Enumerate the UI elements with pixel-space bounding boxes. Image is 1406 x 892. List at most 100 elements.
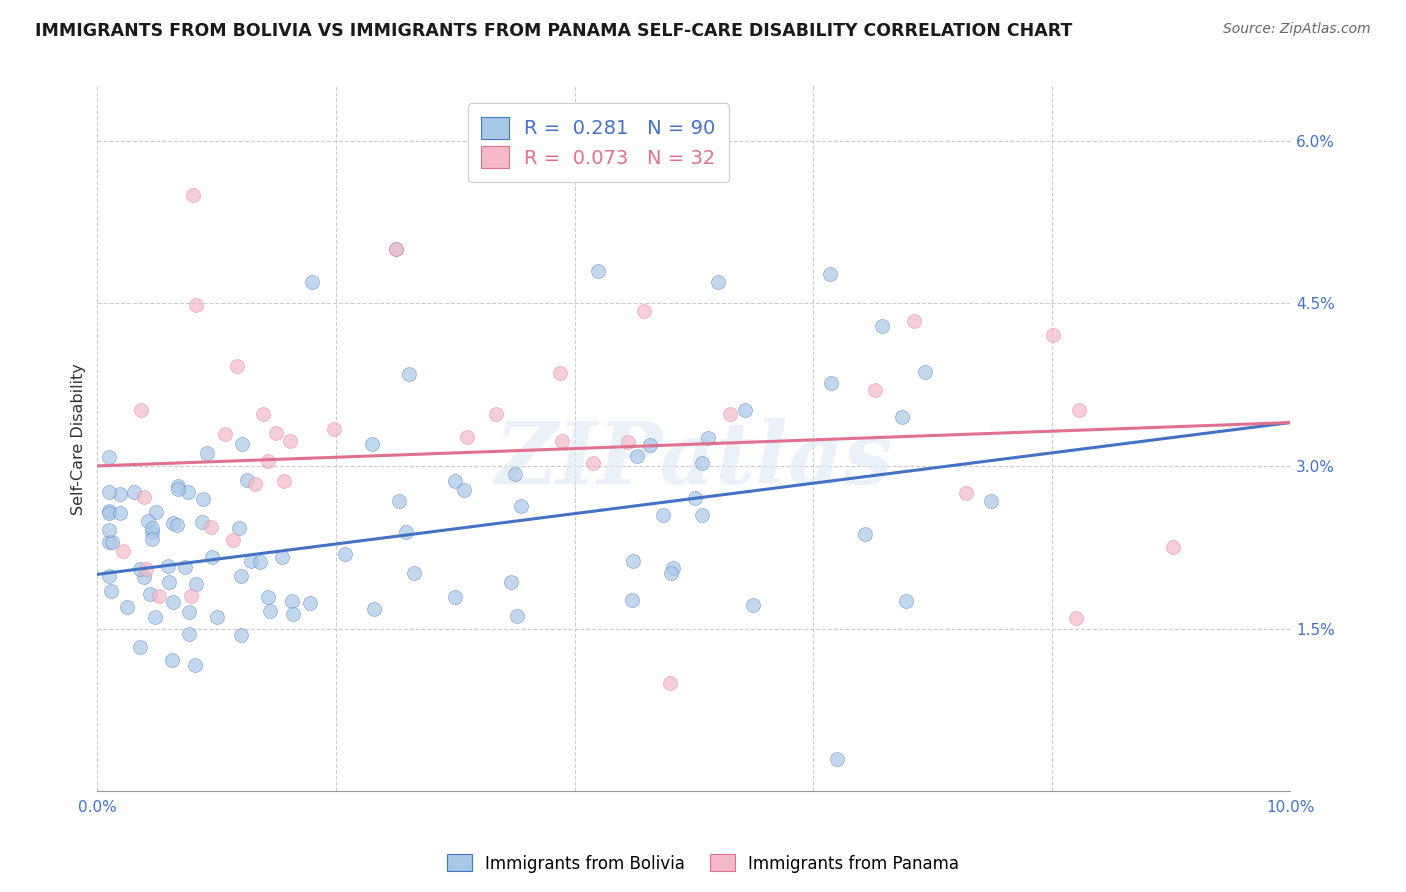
Point xyxy=(388,493,411,508)
Point xyxy=(98,524,121,538)
Point xyxy=(184,657,207,672)
Point xyxy=(621,554,644,568)
Point xyxy=(191,515,214,529)
Point xyxy=(453,483,475,497)
Point xyxy=(499,574,522,589)
Point xyxy=(236,473,259,487)
Point xyxy=(135,562,157,576)
Point xyxy=(228,521,250,535)
Point xyxy=(818,268,841,282)
Point xyxy=(141,521,163,535)
Point xyxy=(239,554,262,568)
Point xyxy=(128,640,150,654)
Point xyxy=(205,610,228,624)
Point xyxy=(98,484,121,499)
Point xyxy=(742,598,765,612)
Point xyxy=(903,314,925,328)
Point xyxy=(162,653,184,667)
Point xyxy=(506,608,529,623)
Point xyxy=(167,483,190,497)
Point xyxy=(270,549,292,564)
Point xyxy=(402,566,425,580)
Point xyxy=(890,409,912,424)
Point xyxy=(633,303,655,318)
Point xyxy=(221,533,243,548)
Point xyxy=(115,600,138,615)
Point xyxy=(193,492,215,507)
Point xyxy=(955,486,977,500)
Point xyxy=(200,550,222,565)
Point xyxy=(398,368,420,382)
Point xyxy=(485,408,508,422)
Point xyxy=(98,450,121,464)
Point xyxy=(101,535,124,549)
Point xyxy=(229,628,252,642)
Point xyxy=(1042,327,1064,342)
Point xyxy=(659,675,682,690)
Point xyxy=(108,506,131,520)
Point xyxy=(322,422,344,436)
Point xyxy=(617,435,640,450)
Point xyxy=(361,437,384,451)
Point xyxy=(186,577,208,591)
Point xyxy=(621,593,644,607)
Point xyxy=(98,507,121,521)
Point xyxy=(259,604,281,618)
Legend: R =  0.281   N = 90, R =  0.073   N = 32: R = 0.281 N = 90, R = 0.073 N = 32 xyxy=(468,103,730,182)
Point xyxy=(257,590,280,604)
Point xyxy=(384,242,406,256)
Point xyxy=(870,318,893,333)
Point xyxy=(281,607,304,621)
Point xyxy=(980,493,1002,508)
Point xyxy=(108,486,131,500)
Point xyxy=(111,544,134,558)
Point xyxy=(145,610,167,624)
Point xyxy=(129,403,152,417)
Point xyxy=(894,594,917,608)
Point xyxy=(718,407,741,421)
Point xyxy=(281,594,304,608)
Point xyxy=(683,491,706,505)
Point xyxy=(298,596,321,610)
Point xyxy=(141,525,163,540)
Point xyxy=(98,534,121,549)
Point xyxy=(129,562,152,576)
Point xyxy=(1161,540,1184,554)
Point xyxy=(588,263,610,277)
Point xyxy=(195,446,218,460)
Legend: Immigrants from Bolivia, Immigrants from Panama: Immigrants from Bolivia, Immigrants from… xyxy=(440,847,966,880)
Point xyxy=(162,516,184,531)
Text: IMMIGRANTS FROM BOLIVIA VS IMMIGRANTS FROM PANAMA SELF-CARE DISABILITY CORRELATI: IMMIGRANTS FROM BOLIVIA VS IMMIGRANTS FR… xyxy=(35,22,1073,40)
Point xyxy=(122,484,145,499)
Point xyxy=(98,569,121,583)
Point xyxy=(626,449,648,463)
Point xyxy=(243,476,266,491)
Point xyxy=(139,587,162,601)
Point xyxy=(384,242,406,256)
Point xyxy=(278,434,301,448)
Point xyxy=(363,601,385,615)
Point xyxy=(257,454,280,468)
Point xyxy=(690,456,713,470)
Point xyxy=(166,518,188,533)
Point xyxy=(264,426,287,441)
Point xyxy=(177,605,200,619)
Point xyxy=(662,561,685,575)
Point xyxy=(174,560,197,574)
Point xyxy=(444,590,467,604)
Point xyxy=(177,627,200,641)
Point xyxy=(640,438,662,452)
Text: Source: ZipAtlas.com: Source: ZipAtlas.com xyxy=(1223,22,1371,37)
Point xyxy=(853,527,876,541)
Point xyxy=(697,431,720,445)
Text: ZIPatlas: ZIPatlas xyxy=(495,418,893,501)
Point xyxy=(100,583,122,598)
Point xyxy=(180,589,202,603)
Point xyxy=(706,275,728,289)
Point xyxy=(148,589,170,603)
Point xyxy=(692,508,714,523)
Point xyxy=(145,505,167,519)
Point xyxy=(132,490,155,504)
Point xyxy=(503,467,526,482)
Point xyxy=(550,366,572,380)
